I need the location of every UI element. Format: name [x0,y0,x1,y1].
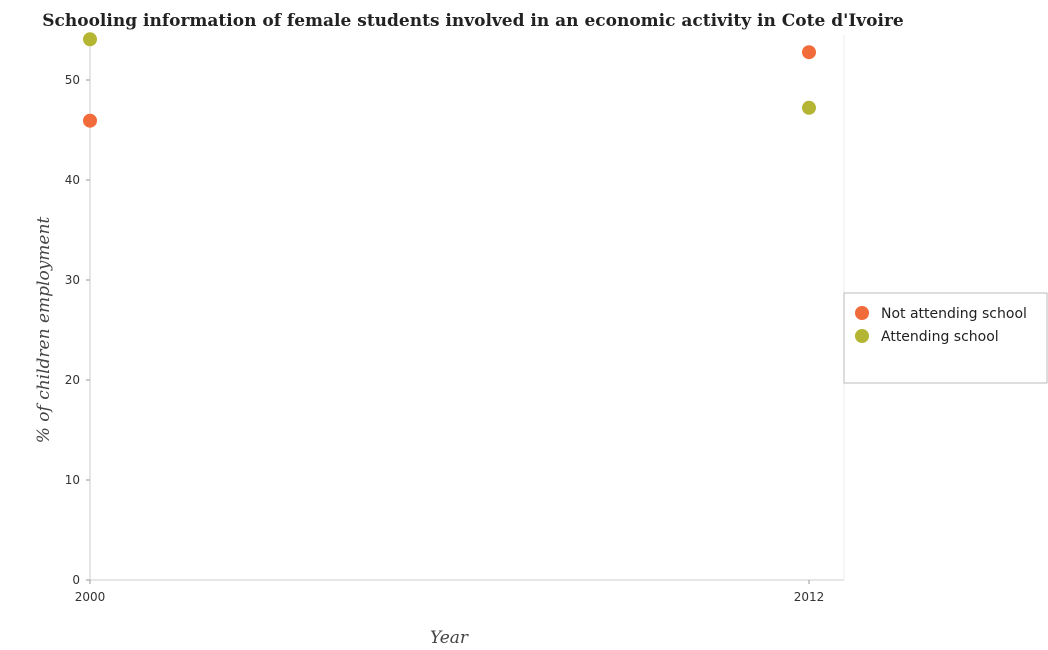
chart-title: Schooling information of female students… [42,11,904,31]
y-tick-label: 20 [65,373,80,387]
x-axis-label: Year [430,628,469,648]
y-axis-label: % of children employment [34,217,54,444]
y-tick-label: 10 [65,473,80,487]
x-tick-label: 2012 [794,590,825,604]
legend-label-attending: Attending school [881,329,999,345]
x-tick-label: 2000 [75,590,106,604]
not-attending-point-2012 [802,45,816,60]
legend-marker-not-attending [855,306,869,320]
y-tick-label: 50 [65,73,80,87]
attending-point-2000 [83,32,97,47]
attending-point-2012 [802,100,816,115]
y-tick-label: 40 [65,173,80,187]
y-tick-label: 0 [72,573,80,587]
legend-marker-attending [855,329,869,343]
x-ticks: 2000 2012 [75,580,825,604]
not-attending-point-2000 [83,113,97,128]
plot-area: 0 10 20 30 40 50 2000 2012 [65,32,845,604]
legend-box [843,292,1048,384]
data-points [83,32,816,128]
y-ticks: 0 10 20 30 40 50 [65,73,90,587]
legend-label-not-attending: Not attending school [881,306,1027,322]
y-tick-label: 30 [65,273,80,287]
legend: Not attending school Attending school [843,292,1048,384]
